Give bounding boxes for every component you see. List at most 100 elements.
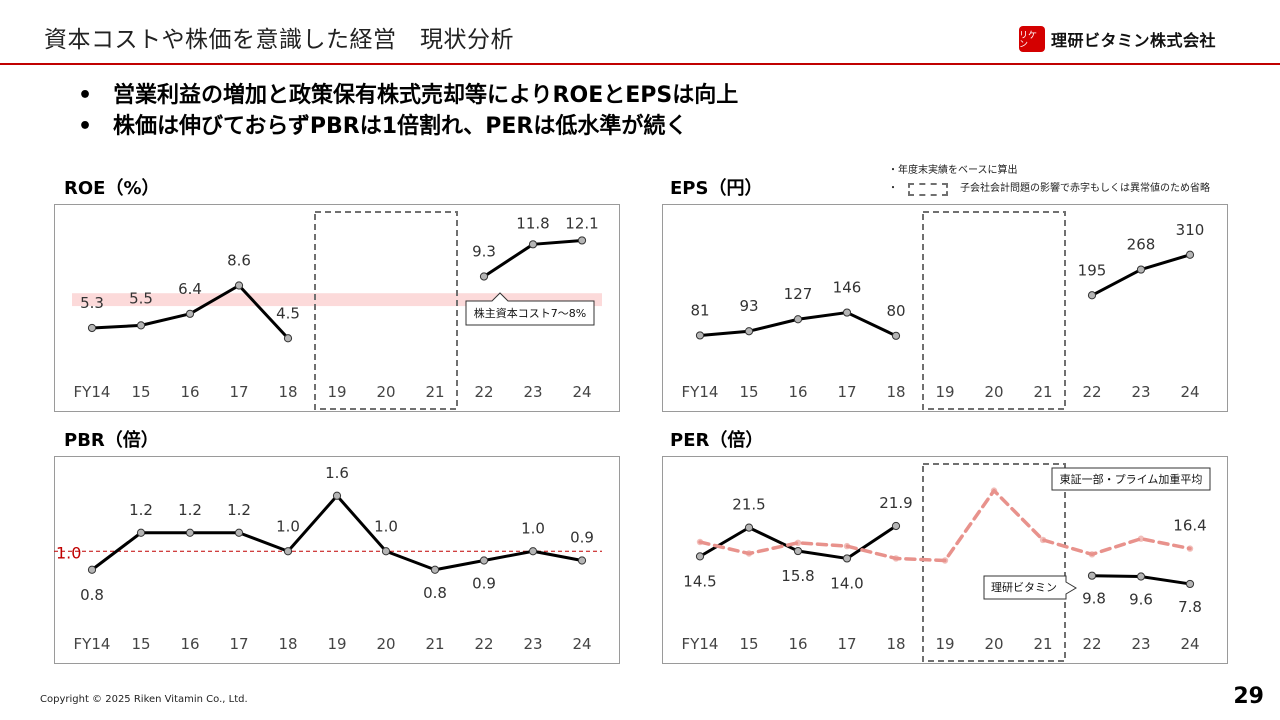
pbr-chart-title: PBR（倍） xyxy=(64,430,159,451)
x-tick-label: 24 xyxy=(1180,635,1199,653)
chart-frame xyxy=(54,456,620,664)
data-point xyxy=(381,547,391,556)
roe-chart-title: ROE（%） xyxy=(64,178,160,199)
chart-frame xyxy=(662,204,1228,412)
x-tick-label: 17 xyxy=(837,635,856,653)
note-omitted: ・ 子会社会計問題の影響で赤字もしくは異常値のため省略 xyxy=(888,180,1210,198)
x-tick-label: 22 xyxy=(1082,383,1101,401)
data-label: 93 xyxy=(739,297,758,315)
page-title: 資本コストや株価を意識した経営 現状分析 xyxy=(44,27,514,53)
data-label: 1.2 xyxy=(227,501,251,519)
market-data-point xyxy=(794,539,802,547)
x-tick-label: 24 xyxy=(572,383,591,401)
market-data-point xyxy=(1137,535,1145,542)
data-point xyxy=(185,528,195,537)
data-label: 15.8 xyxy=(781,567,814,585)
x-tick-label: 16 xyxy=(788,635,807,653)
title-rule xyxy=(0,63,1280,65)
data-label: 0.9 xyxy=(472,575,496,593)
data-label: 1.0 xyxy=(374,517,398,535)
data-point xyxy=(87,323,97,333)
data-point xyxy=(479,272,489,281)
data-point xyxy=(744,327,754,336)
data-point xyxy=(528,240,538,249)
data-point xyxy=(234,281,244,290)
data-label: 5.3 xyxy=(80,294,104,312)
x-tick-label: FY14 xyxy=(74,383,111,401)
callout-box xyxy=(465,292,595,326)
x-tick-label: 22 xyxy=(474,635,493,653)
x-tick-label: 18 xyxy=(886,635,905,653)
company-logo: リケン 理研ビタミン株式会社 xyxy=(1019,26,1216,52)
x-tick-label: 23 xyxy=(523,383,542,401)
data-point xyxy=(891,521,901,531)
data-point xyxy=(891,331,901,340)
data-label: 81 xyxy=(690,301,709,319)
chart-notes: ・年度末実績をベースに算出 ・ 子会社会計問題の影響で赤字もしくは異常値のため省… xyxy=(888,162,1210,198)
x-tick-label: 15 xyxy=(739,383,758,401)
omitted-period-box xyxy=(922,463,1066,662)
data-label: 0.9 xyxy=(570,529,594,547)
x-tick-label: 16 xyxy=(180,635,199,653)
data-point xyxy=(842,308,852,317)
x-tick-label: 23 xyxy=(523,635,542,653)
x-tick-label: 19 xyxy=(935,635,954,653)
data-label: 1.0 xyxy=(521,519,545,537)
riken-vitamin-callout-box xyxy=(983,575,1077,600)
data-point xyxy=(793,546,803,556)
data-point xyxy=(842,554,852,563)
data-point xyxy=(136,528,146,537)
x-tick-label: 24 xyxy=(572,635,591,653)
note-bullet: ・ xyxy=(888,183,898,194)
data-label: 310 xyxy=(1176,221,1205,239)
cost-of-equity-callout: 株主資本コスト7～8% xyxy=(474,306,586,320)
bullet-item: 営業利益の増加と政策保有株式売却等によりROEとEPSは向上 xyxy=(78,80,738,111)
data-label: 14.0 xyxy=(830,574,863,592)
summary-bullets: 営業利益の増加と政策保有株式売却等によりROEとEPSは向上 株価は伸びておらず… xyxy=(78,80,738,142)
data-point xyxy=(283,547,293,556)
data-point xyxy=(185,309,195,318)
market-data-point xyxy=(941,557,949,564)
data-point xyxy=(1087,571,1097,580)
x-tick-label: 17 xyxy=(837,383,856,401)
x-tick-label: 15 xyxy=(739,635,758,653)
data-label: 7.8 xyxy=(1178,598,1202,616)
data-point xyxy=(528,547,538,556)
data-label: 14.5 xyxy=(683,572,716,590)
riken-vitamin-callout: 理研ビタミン xyxy=(991,581,1057,594)
data-point xyxy=(332,491,342,500)
market-data-point xyxy=(990,487,998,494)
data-point xyxy=(234,528,244,537)
data-label: 1.2 xyxy=(129,501,153,519)
x-tick-label: FY14 xyxy=(682,383,719,401)
x-tick-label: 22 xyxy=(474,383,493,401)
roe-chart: FY14 15 16 17 18 19 20 21 22 23 24 5.3 5.5 6.4 8.6 4.5 9… xyxy=(54,204,620,412)
data-point xyxy=(87,565,97,574)
data-point xyxy=(283,334,293,343)
x-tick-label: 18 xyxy=(278,383,297,401)
market-data-point xyxy=(1039,536,1047,544)
logo-text: 理研ビタミン株式会社 xyxy=(1051,31,1217,50)
x-tick-label: 20 xyxy=(984,383,1003,401)
x-tick-label: 16 xyxy=(180,383,199,401)
data-label: 0.8 xyxy=(80,586,104,604)
data-label: 1.0 xyxy=(276,517,300,535)
x-tick-label: 15 xyxy=(131,383,150,401)
data-label: 1.2 xyxy=(178,501,202,519)
data-label: 8.6 xyxy=(227,251,251,269)
data-point xyxy=(577,556,587,565)
x-tick-label: 15 xyxy=(131,635,150,653)
x-tick-label: 17 xyxy=(229,635,248,653)
market-data-label: 16.4 xyxy=(1173,517,1206,535)
x-tick-label: 18 xyxy=(886,383,905,401)
x-tick-label: 20 xyxy=(376,635,395,653)
x-tick-label: 17 xyxy=(229,383,248,401)
data-label: 9.6 xyxy=(1129,591,1153,609)
x-tick-label: FY14 xyxy=(682,635,719,653)
data-point xyxy=(577,236,587,245)
data-point xyxy=(136,321,146,330)
reference-line-label: 1.0 xyxy=(56,543,81,562)
data-point xyxy=(793,315,803,324)
x-tick-label: 20 xyxy=(984,635,1003,653)
market-data-point xyxy=(696,538,704,546)
